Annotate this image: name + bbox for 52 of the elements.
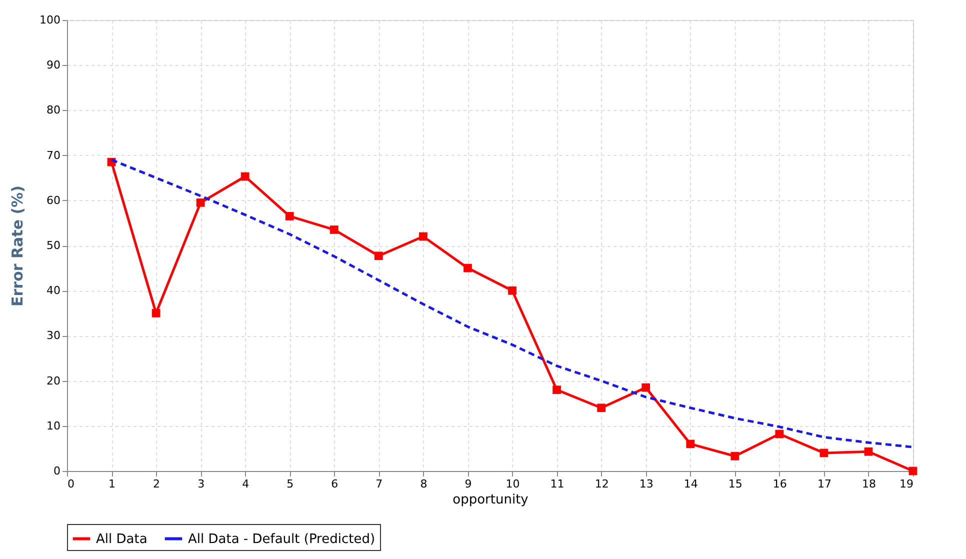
x-tick-label: 1 [108,478,116,490]
point [240,172,250,181]
legend-label: All Data - Default (Predicted) [188,532,376,547]
y-tick-label: 0 [54,464,60,478]
x-tick-label: 9 [464,478,472,490]
point [196,198,205,207]
point [864,447,873,456]
y-tick-label: 90 [46,58,60,72]
y-tick-label: 100 [40,14,60,26]
x-tick-label: 15 [728,478,742,490]
point [552,386,561,394]
y-tick-label: 80 [46,104,60,117]
y-tick-label: 40 [46,284,60,298]
x-tick-label: 8 [420,478,428,490]
point [775,430,784,438]
x-tick-label: 0 [68,478,74,490]
point [597,404,606,412]
x-tick-label: 18 [862,478,876,490]
point [686,440,695,448]
x-tick-label: 4 [242,478,250,490]
x-tick-label: 7 [376,478,383,490]
y-tick-label: 30 [46,329,60,342]
point [419,232,428,241]
y-tick-label: 70 [46,148,60,162]
x-axis-title: opportunity [452,492,529,508]
x-tick-label: 12 [594,478,609,490]
x-tick-label: 6 [331,478,338,490]
point [642,383,650,392]
y-tick-label: 20 [46,374,60,388]
x-tick-label: 10 [506,478,520,490]
x-tick-label: 2 [153,478,160,490]
y-tick-label: 60 [46,194,60,207]
point [820,448,828,458]
x-tick-label: 16 [772,478,787,490]
x-tick-label: 19 [900,478,914,490]
x-tick-label: 14 [684,478,698,490]
x-tick-label: 13 [639,478,654,490]
point [330,226,338,234]
point [374,252,383,260]
legend-label: All Data [96,532,148,547]
x-tick-label: 5 [286,478,294,490]
y-axis-title: Error Rate (%) [8,186,27,306]
point [730,452,740,460]
point [285,212,294,220]
point [508,286,516,295]
y-tick-label: 50 [46,239,60,252]
x-tick-label: 17 [817,478,832,490]
y-tick-label: 10 [46,419,60,432]
point [152,308,160,318]
point [464,264,472,272]
x-tick-label: 3 [198,478,205,490]
x-tick-label: 11 [550,478,564,490]
